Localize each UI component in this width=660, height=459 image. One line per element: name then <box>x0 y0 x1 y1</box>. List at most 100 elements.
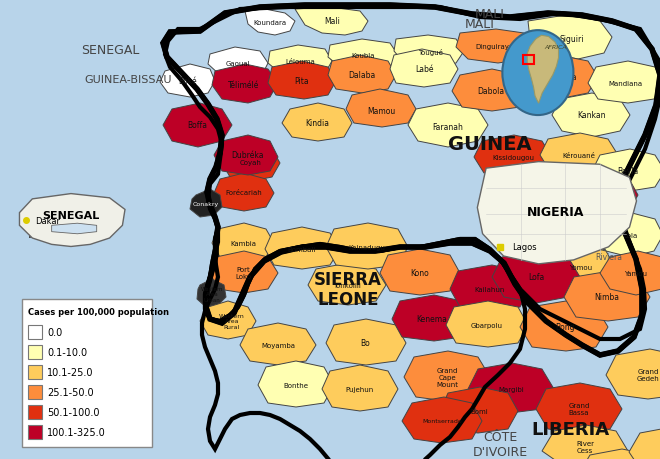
Bar <box>28 365 42 379</box>
Text: Grand
Bassa: Grand Bassa <box>568 403 589 415</box>
Polygon shape <box>197 280 226 308</box>
Text: Lofa: Lofa <box>528 273 544 282</box>
Bar <box>28 325 42 339</box>
Text: Nzérékoré: Nzérékoré <box>562 230 597 236</box>
Polygon shape <box>527 36 558 104</box>
Polygon shape <box>190 190 222 218</box>
Polygon shape <box>402 397 482 443</box>
Text: SENEGAL: SENEGAL <box>42 210 100 220</box>
Text: Kenema: Kenema <box>416 315 447 324</box>
Polygon shape <box>440 387 518 433</box>
Text: 10.1-25.0: 10.1-25.0 <box>47 367 94 377</box>
Text: Labé: Labé <box>414 65 433 74</box>
Text: Dalaba: Dalaba <box>348 71 376 80</box>
Text: Bonthe: Bonthe <box>284 382 308 388</box>
Text: Bong: Bong <box>555 323 575 332</box>
Polygon shape <box>446 302 528 347</box>
Text: LIBERIA: LIBERIA <box>531 420 609 438</box>
Text: MALI: MALI <box>465 17 495 30</box>
FancyBboxPatch shape <box>22 299 152 447</box>
Text: Kindia: Kindia <box>305 119 329 128</box>
Polygon shape <box>245 10 295 36</box>
Text: Gbarpolu: Gbarpolu <box>471 322 503 328</box>
Polygon shape <box>51 224 96 234</box>
Polygon shape <box>322 365 398 411</box>
Polygon shape <box>222 144 280 182</box>
Text: Forécariah: Forécariah <box>226 190 263 196</box>
Polygon shape <box>308 263 386 305</box>
Text: Bo: Bo <box>360 339 370 348</box>
Polygon shape <box>240 323 316 365</box>
Text: Montserrado: Montserrado <box>422 419 462 424</box>
Text: Lélouma: Lélouma <box>285 59 315 65</box>
Bar <box>28 405 42 419</box>
Text: Western
Area
Rural: Western Area Rural <box>219 313 245 330</box>
Text: Guéckédou: Guéckédou <box>529 190 568 196</box>
Text: GUINEA: GUINEA <box>448 135 532 154</box>
Polygon shape <box>629 427 660 459</box>
Text: Koinadugu: Koinadugu <box>348 245 385 251</box>
Polygon shape <box>282 104 352 142</box>
Text: Yomou: Yomou <box>570 264 593 270</box>
Polygon shape <box>346 90 416 128</box>
Text: Boké: Boké <box>179 77 197 86</box>
Polygon shape <box>208 48 268 80</box>
Text: Siguiri: Siguiri <box>560 34 584 44</box>
Polygon shape <box>456 30 532 64</box>
Text: Grand
Gedeh: Grand Gedeh <box>637 369 659 382</box>
Text: Télimélé: Télimélé <box>228 80 259 90</box>
Polygon shape <box>394 36 464 68</box>
Text: River
Cess: River Cess <box>576 441 594 453</box>
Polygon shape <box>592 150 660 191</box>
Text: Dakar: Dakar <box>35 216 60 225</box>
Text: Kankan: Kankan <box>577 111 605 120</box>
Text: Lola: Lola <box>623 233 637 239</box>
Text: CÔTE
D'IVOIRE: CÔTE D'IVOIRE <box>473 430 527 458</box>
Text: Kailahun: Kailahun <box>475 286 505 292</box>
Polygon shape <box>547 246 615 289</box>
Text: Nimba: Nimba <box>595 293 620 302</box>
Text: Grand
Cape
Mount: Grand Cape Mount <box>436 367 458 387</box>
Text: Riviera: Riviera <box>595 252 622 261</box>
Text: Faranah: Faranah <box>432 122 463 131</box>
Text: Kono: Kono <box>411 269 430 278</box>
Polygon shape <box>326 319 406 365</box>
Polygon shape <box>520 302 608 351</box>
Text: Pita: Pita <box>294 77 310 86</box>
Text: Mamou: Mamou <box>367 106 395 115</box>
Text: Kouroussa: Kouroussa <box>537 73 577 82</box>
Text: Bomi: Bomi <box>470 408 488 414</box>
Text: Western
Area
Urban: Western Area Urban <box>201 286 223 302</box>
Text: Margibi: Margibi <box>498 386 524 392</box>
Polygon shape <box>20 194 125 247</box>
Polygon shape <box>562 172 638 219</box>
Text: 0.0: 0.0 <box>47 327 62 337</box>
Polygon shape <box>552 94 630 138</box>
Polygon shape <box>258 361 334 407</box>
Text: SENEGAL: SENEGAL <box>81 44 139 56</box>
Text: Bombali: Bombali <box>288 246 316 252</box>
Polygon shape <box>474 136 552 178</box>
Polygon shape <box>536 383 622 433</box>
Text: Dinguiraye: Dinguiraye <box>475 44 513 50</box>
Text: Macenta: Macenta <box>586 193 616 199</box>
Text: Dakar: Dakar <box>28 230 57 240</box>
Polygon shape <box>265 228 340 269</box>
Text: Dubréka: Dubréka <box>231 151 263 160</box>
Polygon shape <box>268 62 336 100</box>
Text: Koubla: Koubla <box>351 53 375 59</box>
Bar <box>28 385 42 399</box>
Polygon shape <box>492 252 580 303</box>
Text: Cases per 100,000 population: Cases per 100,000 population <box>28 308 169 316</box>
Text: Port
Loko: Port Loko <box>235 267 251 280</box>
Text: Moyamba: Moyamba <box>261 342 295 348</box>
Text: 100.1-325.0: 100.1-325.0 <box>47 427 106 437</box>
Text: NIGERIA: NIGERIA <box>527 206 585 218</box>
Polygon shape <box>452 70 530 112</box>
Polygon shape <box>542 425 628 459</box>
Text: Tougué: Tougué <box>418 48 442 56</box>
Polygon shape <box>588 62 660 104</box>
Polygon shape <box>212 224 274 262</box>
Bar <box>28 345 42 359</box>
Polygon shape <box>214 174 274 212</box>
